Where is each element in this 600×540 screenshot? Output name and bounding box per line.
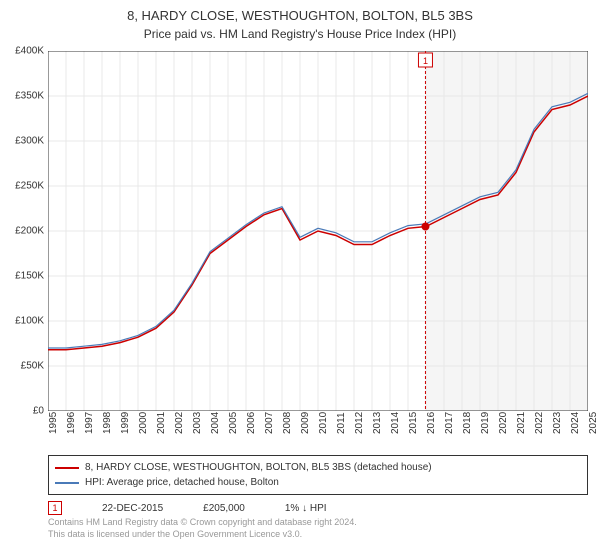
x-axis-tick: 2012 <box>354 412 365 434</box>
legend: 8, HARDY CLOSE, WESTHOUGHTON, BOLTON, BL… <box>48 455 588 495</box>
x-axis-tick: 2008 <box>282 412 293 434</box>
y-axis-tick: £400K <box>0 46 44 57</box>
y-axis-tick: £200K <box>0 226 44 237</box>
x-axis-tick: 2006 <box>246 412 257 434</box>
marker-price: £205,000 <box>203 503 245 514</box>
footer-line-1: Contains HM Land Registry data © Crown c… <box>48 517 588 529</box>
x-axis-tick: 1997 <box>84 412 95 434</box>
legend-item-hpi: HPI: Average price, detached house, Bolt… <box>55 475 581 490</box>
x-axis-tick: 2017 <box>444 412 455 434</box>
x-axis-tick: 2010 <box>318 412 329 434</box>
x-axis-tick: 2020 <box>498 412 509 434</box>
y-axis-tick: £250K <box>0 181 44 192</box>
x-axis-tick: 2000 <box>138 412 149 434</box>
legend-item-property: 8, HARDY CLOSE, WESTHOUGHTON, BOLTON, BL… <box>55 460 581 475</box>
legend-swatch-hpi <box>55 482 79 484</box>
x-axis-tick: 2007 <box>264 412 275 434</box>
x-axis-tick: 2003 <box>192 412 203 434</box>
y-axis-tick: £150K <box>0 271 44 282</box>
x-axis-tick: 1999 <box>120 412 131 434</box>
x-axis-tick: 2024 <box>570 412 581 434</box>
x-axis-tick: 2014 <box>390 412 401 434</box>
legend-swatch-property <box>55 467 79 469</box>
x-axis-tick: 2018 <box>462 412 473 434</box>
x-axis-tick: 2011 <box>336 412 347 434</box>
svg-text:1: 1 <box>423 56 428 66</box>
x-axis-tick: 2015 <box>408 412 419 434</box>
footer-line-2: This data is licensed under the Open Gov… <box>48 529 588 540</box>
y-axis-tick: £50K <box>0 361 44 372</box>
x-axis-tick: 2025 <box>588 412 599 434</box>
x-axis-tick: 2016 <box>426 412 437 434</box>
x-axis-tick: 2021 <box>516 412 527 434</box>
legend-label-hpi: HPI: Average price, detached house, Bolt… <box>85 475 279 490</box>
x-axis-tick: 2004 <box>210 412 221 434</box>
x-axis-tick: 1996 <box>66 412 77 434</box>
x-axis-tick: 1995 <box>48 412 59 434</box>
legend-label-property: 8, HARDY CLOSE, WESTHOUGHTON, BOLTON, BL… <box>85 460 432 475</box>
y-axis-tick: £300K <box>0 136 44 147</box>
marker-delta: 1% ↓ HPI <box>285 503 327 514</box>
x-axis-tick: 2019 <box>480 412 491 434</box>
x-axis-tick: 2001 <box>156 412 167 434</box>
y-axis-tick: £350K <box>0 91 44 102</box>
marker-badge: 1 <box>48 501 62 515</box>
chart-subtitle: Price paid vs. HM Land Registry's House … <box>0 27 600 41</box>
footer-attribution: Contains HM Land Registry data © Crown c… <box>48 517 588 540</box>
x-axis-tick: 2023 <box>552 412 563 434</box>
x-axis-tick: 1998 <box>102 412 113 434</box>
x-axis-tick: 2013 <box>372 412 383 434</box>
y-axis-tick: £100K <box>0 316 44 327</box>
x-axis-tick: 2002 <box>174 412 185 434</box>
chart-title: 8, HARDY CLOSE, WESTHOUGHTON, BOLTON, BL… <box>0 8 600 23</box>
x-axis-tick: 2005 <box>228 412 239 434</box>
x-axis-tick: 2022 <box>534 412 545 434</box>
marker-detail-row: 1 22-DEC-2015 £205,000 1% ↓ HPI <box>48 501 588 515</box>
y-axis-tick: £0 <box>0 406 44 417</box>
chart-area: 1 £0£50K£100K£150K£200K£250K£300K£350K£4… <box>48 51 588 411</box>
x-axis-tick: 2009 <box>300 412 311 434</box>
line-chart: 1 <box>48 51 588 411</box>
marker-date: 22-DEC-2015 <box>102 503 163 514</box>
